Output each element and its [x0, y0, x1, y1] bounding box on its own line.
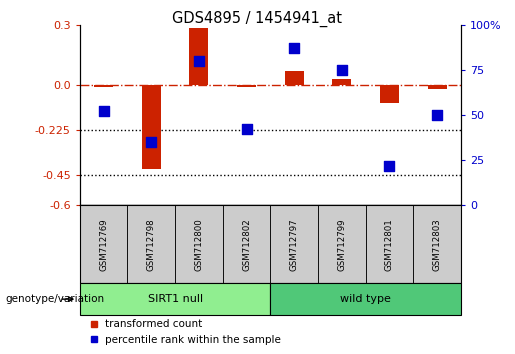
Bar [142, 85, 161, 169]
Bar [94, 85, 113, 87]
Text: GDS4895 / 1454941_at: GDS4895 / 1454941_at [173, 11, 342, 27]
Text: GSM712801: GSM712801 [385, 218, 394, 271]
Point [243, 127, 251, 132]
Text: GSM712800: GSM712800 [195, 218, 203, 271]
Point [385, 163, 393, 169]
Point [290, 45, 298, 51]
Point [338, 67, 346, 73]
Point [99, 109, 108, 114]
Point [195, 58, 203, 64]
Bar [285, 70, 304, 85]
Text: GSM712798: GSM712798 [147, 218, 156, 270]
Bar [237, 85, 256, 87]
Point [147, 139, 156, 145]
Text: GSM712799: GSM712799 [337, 218, 346, 270]
Text: wild type: wild type [340, 294, 391, 304]
Text: GSM712802: GSM712802 [242, 218, 251, 271]
Text: GSM712803: GSM712803 [433, 218, 441, 271]
Bar [190, 28, 209, 85]
Bar [332, 79, 351, 85]
Point [433, 112, 441, 118]
Bar [427, 85, 447, 88]
Text: GSM712797: GSM712797 [290, 218, 299, 270]
Text: SIRT1 null: SIRT1 null [147, 294, 203, 304]
Text: genotype/variation: genotype/variation [5, 294, 104, 304]
Bar [380, 85, 399, 103]
Text: GSM712769: GSM712769 [99, 218, 108, 270]
Legend: transformed count, percentile rank within the sample: transformed count, percentile rank withi… [85, 315, 285, 349]
